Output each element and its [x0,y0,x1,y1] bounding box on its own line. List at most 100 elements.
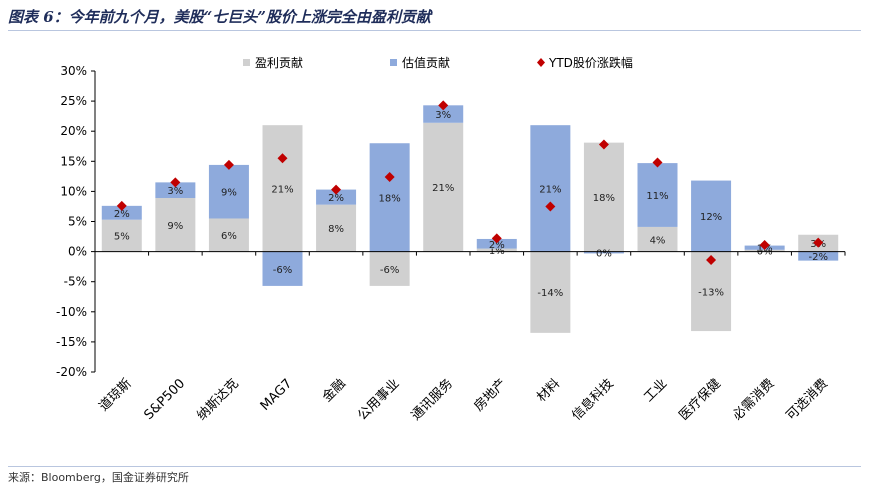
earnings-label: 8% [328,224,344,235]
ytd-marker [813,237,824,248]
valuation-bar [637,163,678,227]
y-tick-label: 15% [60,154,87,168]
chart-title: 图表 6：今年前九个月，美股“七巨头”股价上涨完全由盈利贡献 [8,8,431,26]
valuation-label: 2% [114,209,130,220]
earnings-label: 4% [650,235,666,246]
category-label: 医疗保健 [677,376,724,423]
valuation-bar [423,105,464,123]
category-label: 工业 [641,376,670,405]
ytd-marker [598,139,609,150]
valuation-label: 9% [221,188,237,199]
earnings-bar [583,142,624,252]
valuation-label: -2% [808,252,827,263]
ytd-marker [116,200,127,211]
valuation-label: 2% [328,193,344,204]
valuation-label: 2% [489,240,505,251]
y-tick-label: -5% [64,275,87,289]
y-tick-label: 30% [60,64,87,78]
ytd-marker [384,171,395,182]
valuation-label: 0% [596,249,612,260]
earnings-label: 21% [432,183,454,194]
earnings-bar [637,226,678,252]
valuation-bar [101,205,142,220]
earnings-bar [530,251,571,333]
valuation-bar [530,125,571,252]
legend-marker-ytd [537,58,545,67]
category-label: 公用事业 [355,376,402,423]
valuation-bar [316,189,357,205]
category-label: 纳斯达克 [194,376,241,423]
category-label: 可选消费 [784,376,831,423]
valuation-label: -6% [273,265,292,276]
ytd-marker [706,255,717,266]
y-tick-label: 10% [60,184,87,198]
legend-label-earnings: 盈利贡献 [255,55,303,70]
earnings-label: -14% [537,288,563,299]
valuation-label: 3% [435,110,451,121]
category-label: 道琼斯 [96,376,134,414]
stacked-bar-chart: 30% 25% 20% 15% 10% 5% 0% -5% -10% -15% -20% 5% 2% 9%… [56,55,846,424]
valuation-bar [691,180,732,252]
earnings-label: 5% [114,232,130,243]
plot-area: 30% 25% 20% 15% 10% 5% 0% -5% -10% -15% -20% 5% 2% 9%… [56,64,846,424]
valuation-label: 11% [646,191,668,202]
category-label: 必需消费 [730,376,777,423]
earnings-bar [316,204,357,252]
valuation-label: 18% [379,193,401,204]
ytd-marker [331,184,342,195]
earnings-label: 0% [757,247,773,258]
earnings-label: 9% [167,221,183,232]
ytd-marker [491,233,502,244]
y-tick-label: -20% [56,365,87,379]
legend-label-valuation: 估值贡献 [402,55,450,70]
source-divider [8,466,861,467]
earnings-bar [101,219,142,252]
valuation-bar [155,182,196,199]
legend-swatch-earnings [243,59,250,66]
ytd-marker [759,239,770,250]
category-label: MAG7 [258,376,296,414]
valuation-bar [369,143,410,252]
earnings-bar [744,249,785,252]
category-label: 信息科技 [569,376,617,424]
valuation-bar [208,164,249,219]
legend: 盈利贡献 估值贡献 YTD股价涨跌幅 [243,55,633,70]
earnings-label: 21% [271,184,293,195]
earnings-bar [155,198,196,252]
valuation-label: 21% [539,184,561,195]
y-tick-label: 5% [68,215,87,229]
y-tick-label: 0% [68,245,87,259]
ytd-marker [223,159,234,170]
y-tick-label: 20% [60,124,87,138]
valuation-bar [476,238,517,249]
valuation-bar [262,251,303,286]
title-divider [8,30,861,31]
source-note: 来源：Bloomberg，国金证券研究所 [8,471,189,484]
y-tick-label: -15% [56,335,87,349]
legend-swatch-valuation [390,59,397,66]
category-label: 材料 [534,376,563,405]
y-tick-label: 25% [60,94,87,108]
valuation-label: 3% [167,186,183,197]
earnings-label: 6% [221,231,237,242]
ytd-marker [545,201,556,212]
earnings-bar [369,251,410,286]
earnings-bar [208,218,249,252]
ytd-marker [277,153,288,164]
earnings-bar [423,122,464,252]
earnings-label: -6% [380,265,399,276]
valuation-label: 12% [700,212,722,223]
category-label: 房地产 [471,376,510,415]
earnings-label: 18% [593,193,615,204]
valuation-bar [583,251,624,254]
earnings-bar [476,248,517,252]
category-label: 金融 [319,376,349,406]
category-label: S&P500 [141,376,188,423]
ytd-marker [652,157,663,168]
earnings-label: -13% [698,287,724,298]
legend-label-ytd: YTD股价涨跌幅 [548,55,633,70]
category-label: 通讯服务 [408,376,456,424]
y-tick-label: -10% [56,305,87,319]
ytd-marker [438,100,449,111]
ytd-marker [170,177,181,188]
